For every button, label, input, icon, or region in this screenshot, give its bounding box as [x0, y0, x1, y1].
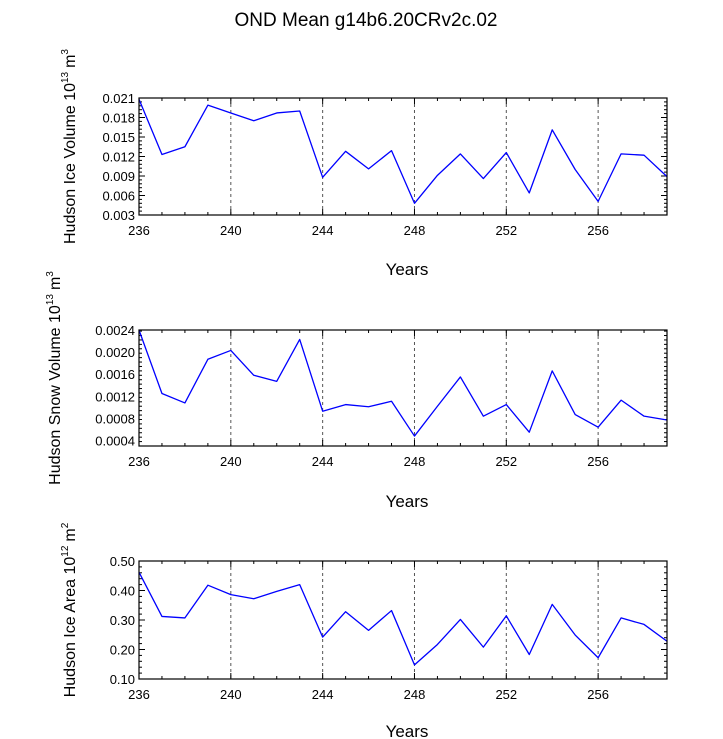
y-tick-label: 0.20: [110, 643, 135, 658]
y-axis-unit: m: [47, 277, 64, 290]
x-tick-label: 256: [587, 454, 609, 469]
x-tick-label: 256: [587, 223, 609, 238]
y-tick-label: 0.0016: [95, 367, 135, 382]
x-tick-label: 240: [220, 687, 242, 702]
x-axis-label: Years: [386, 722, 429, 739]
x-tick-label: 236: [128, 454, 150, 469]
panel-2: 0.0004 0.0008 0.0012 0.0016 0.0020 0.0024 236 2…: [45, 271, 668, 511]
y-tick-label: 0.10: [110, 672, 135, 687]
y-axis-unit: m: [62, 55, 79, 68]
y-axis-unit-exponent: 3: [45, 271, 56, 277]
y-tick-label: 0.006: [102, 189, 135, 204]
panel-3: 0.10 0.20 0.30 0.40 0.50 236 240 244 248 252 256 Ye…: [60, 522, 668, 739]
y-tick-label: 0.003: [102, 208, 135, 223]
chart-title: OND Mean g14b6.20CRv2c.02: [235, 10, 498, 31]
y-tick-label: 0.0008: [95, 411, 135, 426]
y-axis-unit-exponent: 3: [60, 49, 71, 55]
y-tick-label: 0.50: [110, 554, 135, 569]
x-axis-label: Years: [386, 492, 429, 511]
y-tick-label: 0.0004: [95, 433, 135, 448]
y-tick-label: 0.0024: [95, 323, 135, 338]
y-axis-label: Hudson Ice Area 1012 m2: [60, 522, 79, 697]
x-tick-label: 244: [312, 454, 334, 469]
x-tick-label: 244: [312, 687, 334, 702]
y-axis-unit: m: [62, 528, 79, 541]
y-axis-label-text: Hudson Snow Volume 10: [47, 305, 64, 485]
x-tick-label: 248: [404, 454, 426, 469]
x-tick-label: 248: [404, 687, 426, 702]
y-tick-label: 0.015: [102, 130, 135, 145]
y-axis-label-text: Hudson Ice Volume 10: [62, 83, 79, 244]
y-tick-label: 0.0012: [95, 389, 135, 404]
x-tick-label: 244: [312, 223, 334, 238]
y-tick-label: 0.30: [110, 613, 135, 628]
y-axis-exponent: 12: [60, 545, 71, 557]
series-line: [138, 99, 668, 204]
x-tick-label: 252: [495, 687, 517, 702]
y-axis-exponent: 13: [45, 294, 56, 306]
x-tick-label: 252: [495, 454, 517, 469]
y-axis-label: Hudson Ice Volume 1013 m3: [60, 49, 79, 244]
x-tick-label: 236: [128, 687, 150, 702]
y-axis-exponent: 13: [60, 71, 71, 83]
y-tick-label: 0.021: [102, 91, 135, 106]
series-line: [138, 571, 668, 666]
x-tick-label: 252: [495, 223, 517, 238]
y-axis-unit-exponent: 2: [60, 522, 71, 528]
series-line: [138, 329, 668, 437]
x-axis-label: Years: [386, 260, 429, 279]
panel-1: 0.003 0.006 0.009 0.012 0.015 0.018 0.021 236 24…: [60, 49, 668, 279]
x-tick-label: 248: [404, 223, 426, 238]
y-axis-label: Hudson Snow Volume 1013 m3: [45, 271, 64, 485]
y-tick-label: 0.012: [102, 150, 135, 165]
plot-frame: [138, 329, 668, 447]
x-tick-label: 236: [128, 223, 150, 238]
y-tick-label: 0.009: [102, 169, 135, 184]
y-tick-label: 0.018: [102, 111, 135, 126]
plot-frame: [138, 97, 668, 216]
plot-frame: [138, 560, 668, 680]
x-tick-label: 240: [220, 223, 242, 238]
x-tick-label: 240: [220, 454, 242, 469]
y-axis-label-text: Hudson Ice Area 10: [62, 557, 79, 698]
y-tick-label: 0.0020: [95, 345, 135, 360]
y-tick-label: 0.40: [110, 584, 135, 599]
x-tick-label: 256: [587, 687, 609, 702]
